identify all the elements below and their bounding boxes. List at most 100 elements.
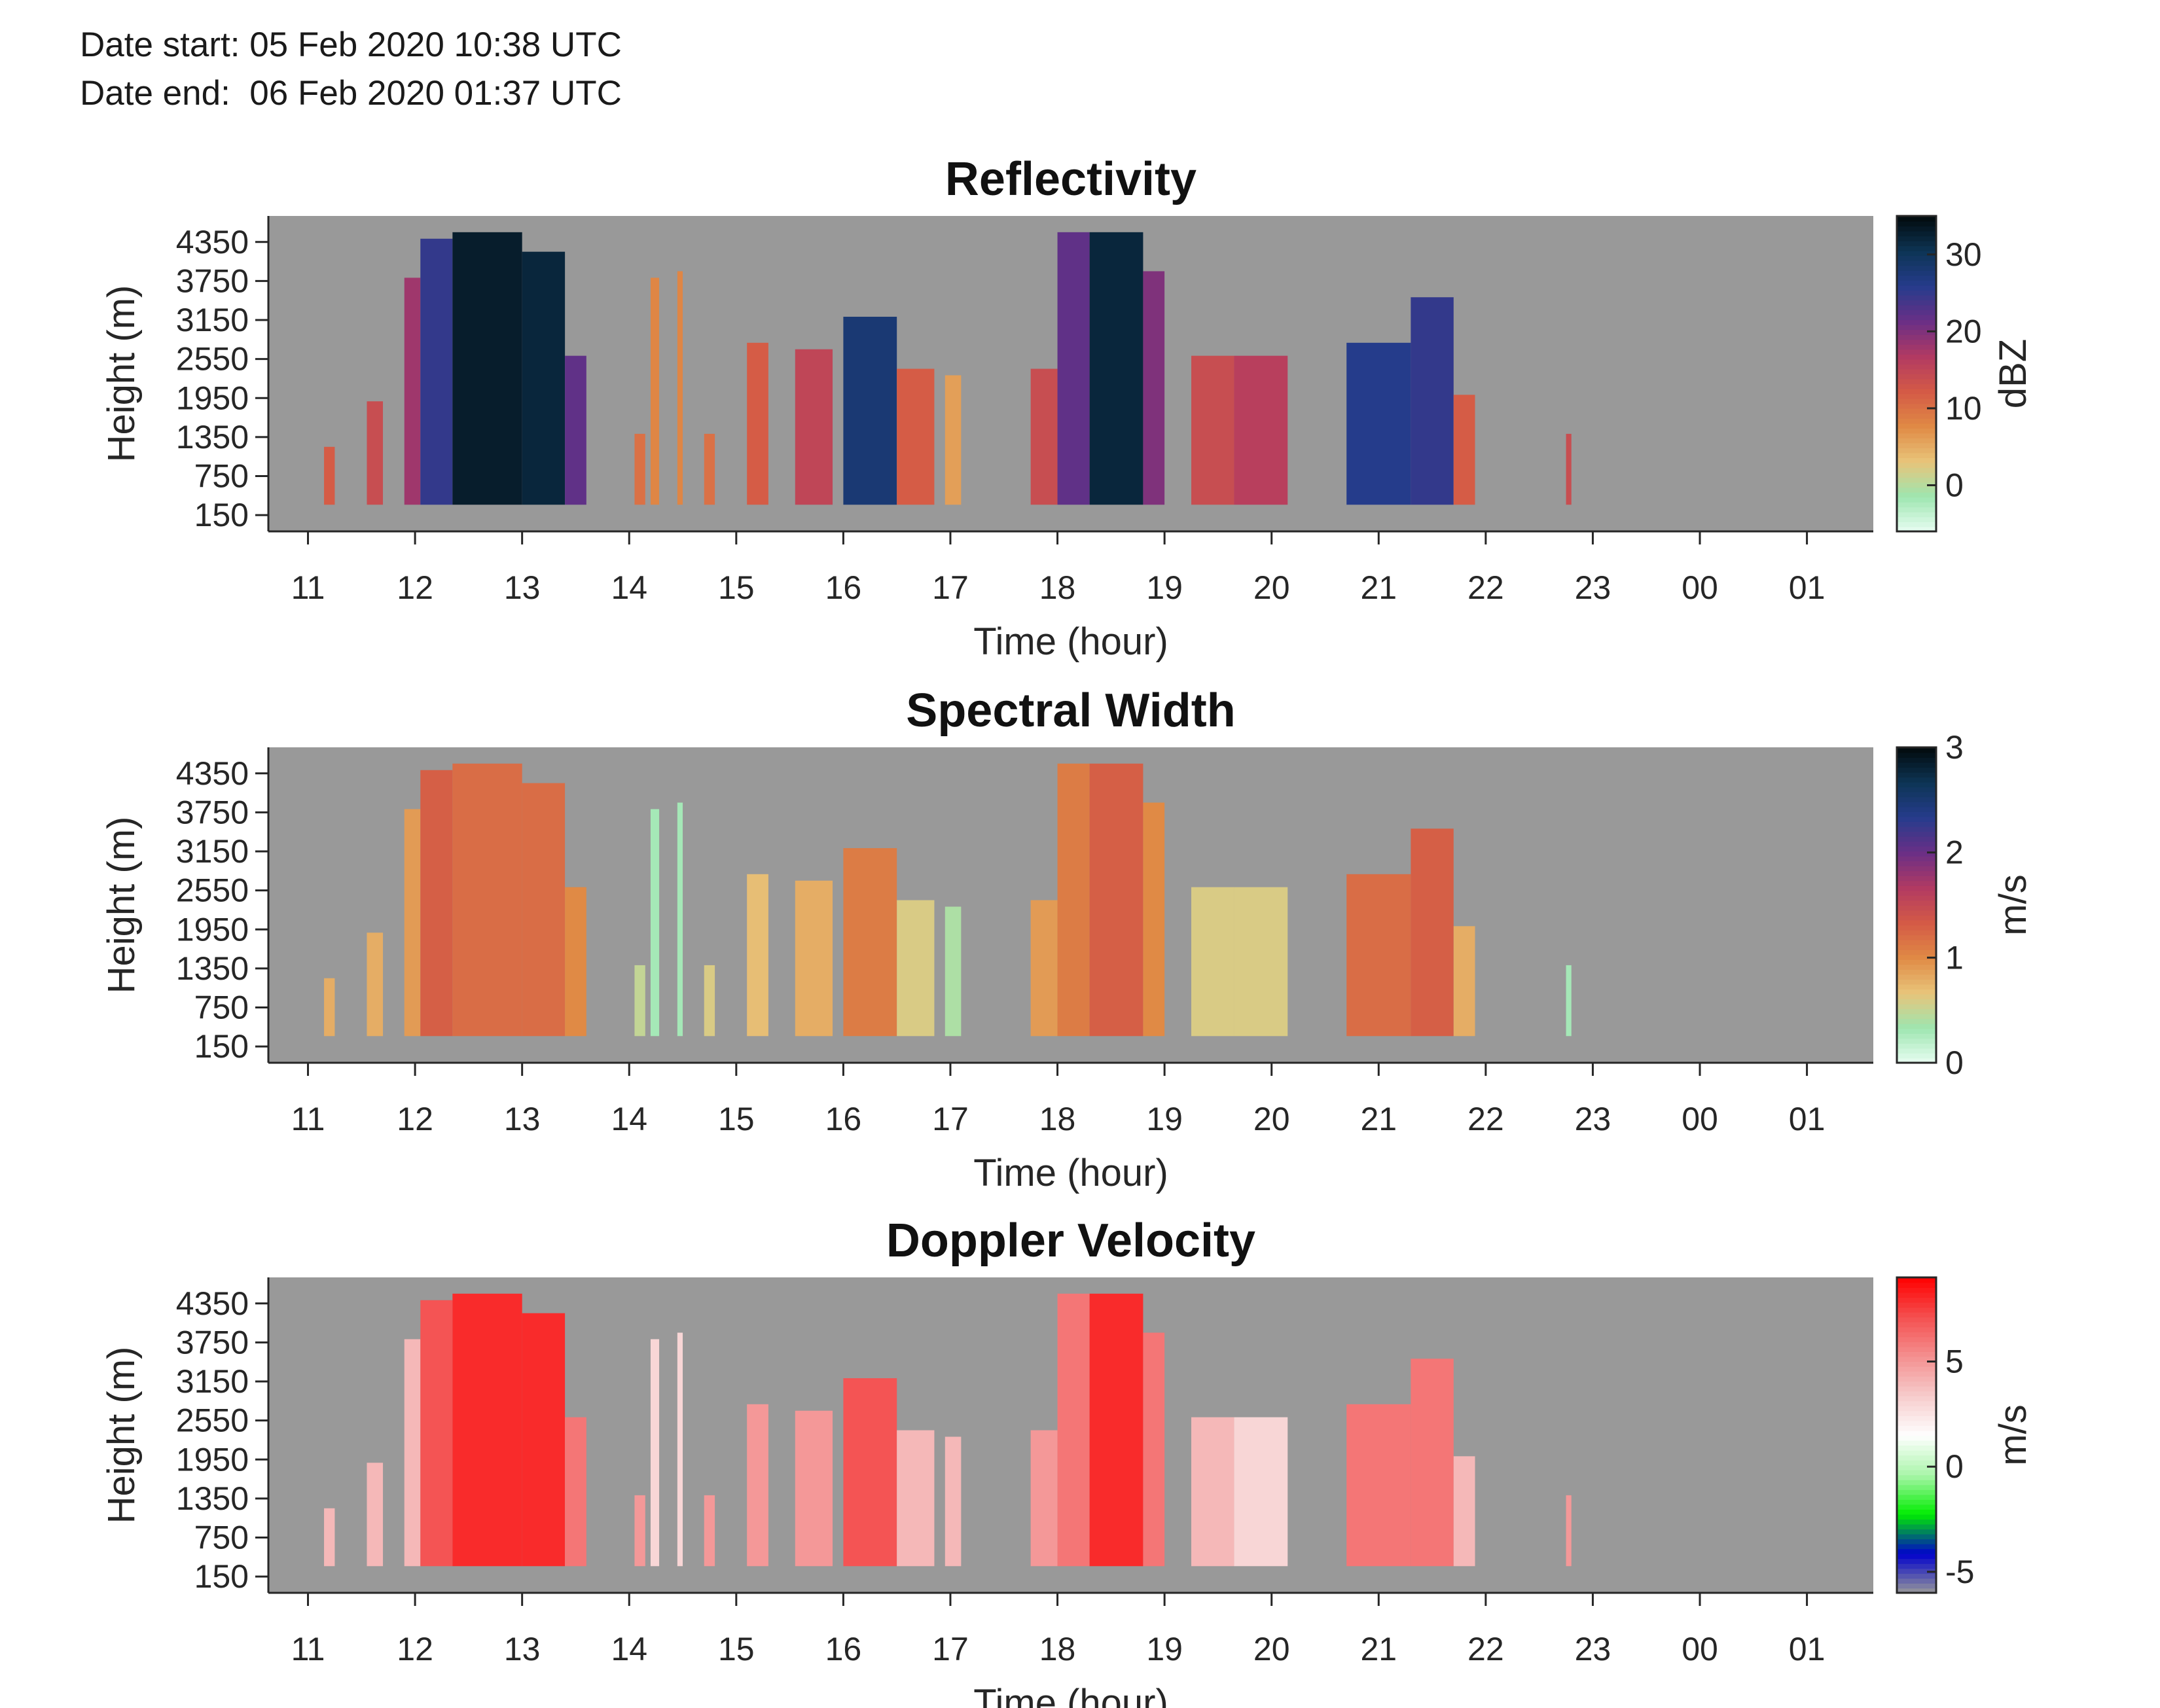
colorbar-step [1897, 300, 1936, 306]
echo-segment [522, 783, 566, 1037]
colorbar-step [1897, 1563, 1936, 1569]
colorbar-step [1897, 418, 1936, 424]
colorbar-step [1897, 1371, 1936, 1377]
colorbar-step [1897, 984, 1936, 990]
y-tick-label: 3150 [176, 302, 249, 338]
colorbar-step [1897, 368, 1936, 374]
colorbar-step [1897, 497, 1936, 503]
y-tick-label: 1950 [176, 380, 249, 416]
y-tick-label: 150 [194, 1558, 249, 1595]
colorbar-tick-label: 0 [1945, 467, 1964, 503]
reflectivity-colorbar: 30 20 10 0 dBZ [1896, 215, 2034, 533]
colorbar-step [1897, 875, 1936, 881]
colorbar-step [1897, 294, 1936, 301]
echo-segment [522, 251, 566, 505]
colorbar-tick-label: -5 [1945, 1554, 1974, 1590]
echo-segment [367, 401, 384, 505]
x-tick-label: 12 [397, 1101, 433, 1137]
colorbar-step [1897, 1282, 1936, 1289]
x-tick-label: 17 [932, 1101, 969, 1137]
y-tick-label: 3750 [176, 794, 249, 830]
colorbar-step [1897, 925, 1936, 931]
colorbar-step [1897, 472, 1936, 478]
colorbar-step [1897, 1474, 1936, 1480]
x-tick-label: 21 [1360, 569, 1397, 606]
echo-segment [1057, 1293, 1090, 1567]
colorbar-step [1897, 374, 1936, 380]
echo-segment [634, 433, 645, 505]
x-tick-label: 00 [1682, 1631, 1718, 1667]
colorbar-step [1897, 1568, 1936, 1574]
colorbar-step [1897, 240, 1936, 247]
y-tick-label: 3150 [176, 1363, 249, 1400]
colorbar-step [1897, 427, 1936, 434]
colorbar-step [1897, 806, 1936, 812]
panel-title: Spectral Width [906, 685, 1235, 737]
echo-segment [404, 277, 421, 505]
echo-segment [324, 978, 335, 1037]
echo-segment [404, 809, 421, 1037]
colorbar-step [1897, 831, 1936, 837]
colorbar-step [1897, 349, 1936, 355]
colorbar-step [1897, 413, 1936, 419]
colorbar-step [1897, 1553, 1936, 1559]
colorbar-tick-label: 1 [1945, 939, 1964, 976]
colorbar-step [1897, 437, 1936, 444]
colorbar-step [1897, 816, 1936, 822]
colorbar-step [1897, 526, 1936, 532]
colorbar-tick-label: 0 [1945, 1044, 1964, 1081]
colorbar-step [1897, 433, 1936, 438]
colorbar-step [1897, 826, 1936, 832]
colorbar-step [1897, 1533, 1936, 1540]
colorbar-step [1897, 388, 1936, 395]
y-tick-label: 750 [194, 1520, 249, 1556]
colorbar-step [1897, 516, 1936, 522]
colorbar-step [1897, 1539, 1936, 1544]
echo-segment [747, 874, 768, 1037]
x-tick-label: 17 [932, 569, 969, 606]
x-tick-label: 14 [611, 1631, 647, 1667]
colorbar-label: dBZ [1992, 339, 2034, 408]
colorbar-step [1897, 250, 1936, 257]
colorbar-step [1897, 885, 1936, 891]
colorbar-step [1897, 1465, 1936, 1470]
echo-segment [1453, 926, 1475, 1037]
x-tick-label: 19 [1146, 1101, 1183, 1137]
echo-segment [1346, 1404, 1411, 1567]
x-tick-label: 19 [1146, 569, 1183, 606]
echo-segment [650, 809, 660, 1037]
echo-segment [1566, 433, 1572, 505]
echo-segment [795, 1410, 833, 1567]
colorbar-step [1897, 1514, 1936, 1520]
colorbar-step [1897, 801, 1936, 808]
colorbar-step [1897, 1023, 1936, 1029]
x-tick-label: 14 [611, 1101, 647, 1137]
y-tick-label: 1950 [176, 1441, 249, 1478]
colorbar-step [1897, 270, 1936, 276]
colorbar-step [1897, 275, 1936, 281]
x-tick-label: 19 [1146, 1631, 1183, 1667]
colorbar-label: m/s [1992, 874, 2034, 935]
echo-segment [747, 1404, 768, 1567]
colorbar-step [1897, 870, 1936, 876]
colorbar-step [1897, 1385, 1936, 1392]
panel-title: Reflectivity [945, 153, 1197, 205]
colorbar-step [1897, 1459, 1936, 1466]
colorbar-step [1897, 1356, 1936, 1362]
colorbar-step [1897, 378, 1936, 385]
colorbar-step [1897, 841, 1936, 847]
colorbar-step [1897, 511, 1936, 518]
colorbar-tick-label: 0 [1945, 1448, 1964, 1485]
x-tick-label: 21 [1360, 1101, 1397, 1137]
echo-segment [1191, 355, 1234, 505]
colorbar-step [1897, 265, 1936, 271]
x-tick-label: 22 [1467, 569, 1504, 606]
colorbar-step [1897, 1543, 1936, 1550]
colorbar-step [1897, 363, 1936, 370]
colorbar-step [1897, 777, 1936, 783]
colorbar-step [1897, 221, 1936, 227]
colorbar-step [1897, 1381, 1936, 1387]
y-tick-label: 750 [194, 458, 249, 495]
colorbar-step [1897, 304, 1936, 311]
colorbar-step [1897, 1321, 1936, 1328]
